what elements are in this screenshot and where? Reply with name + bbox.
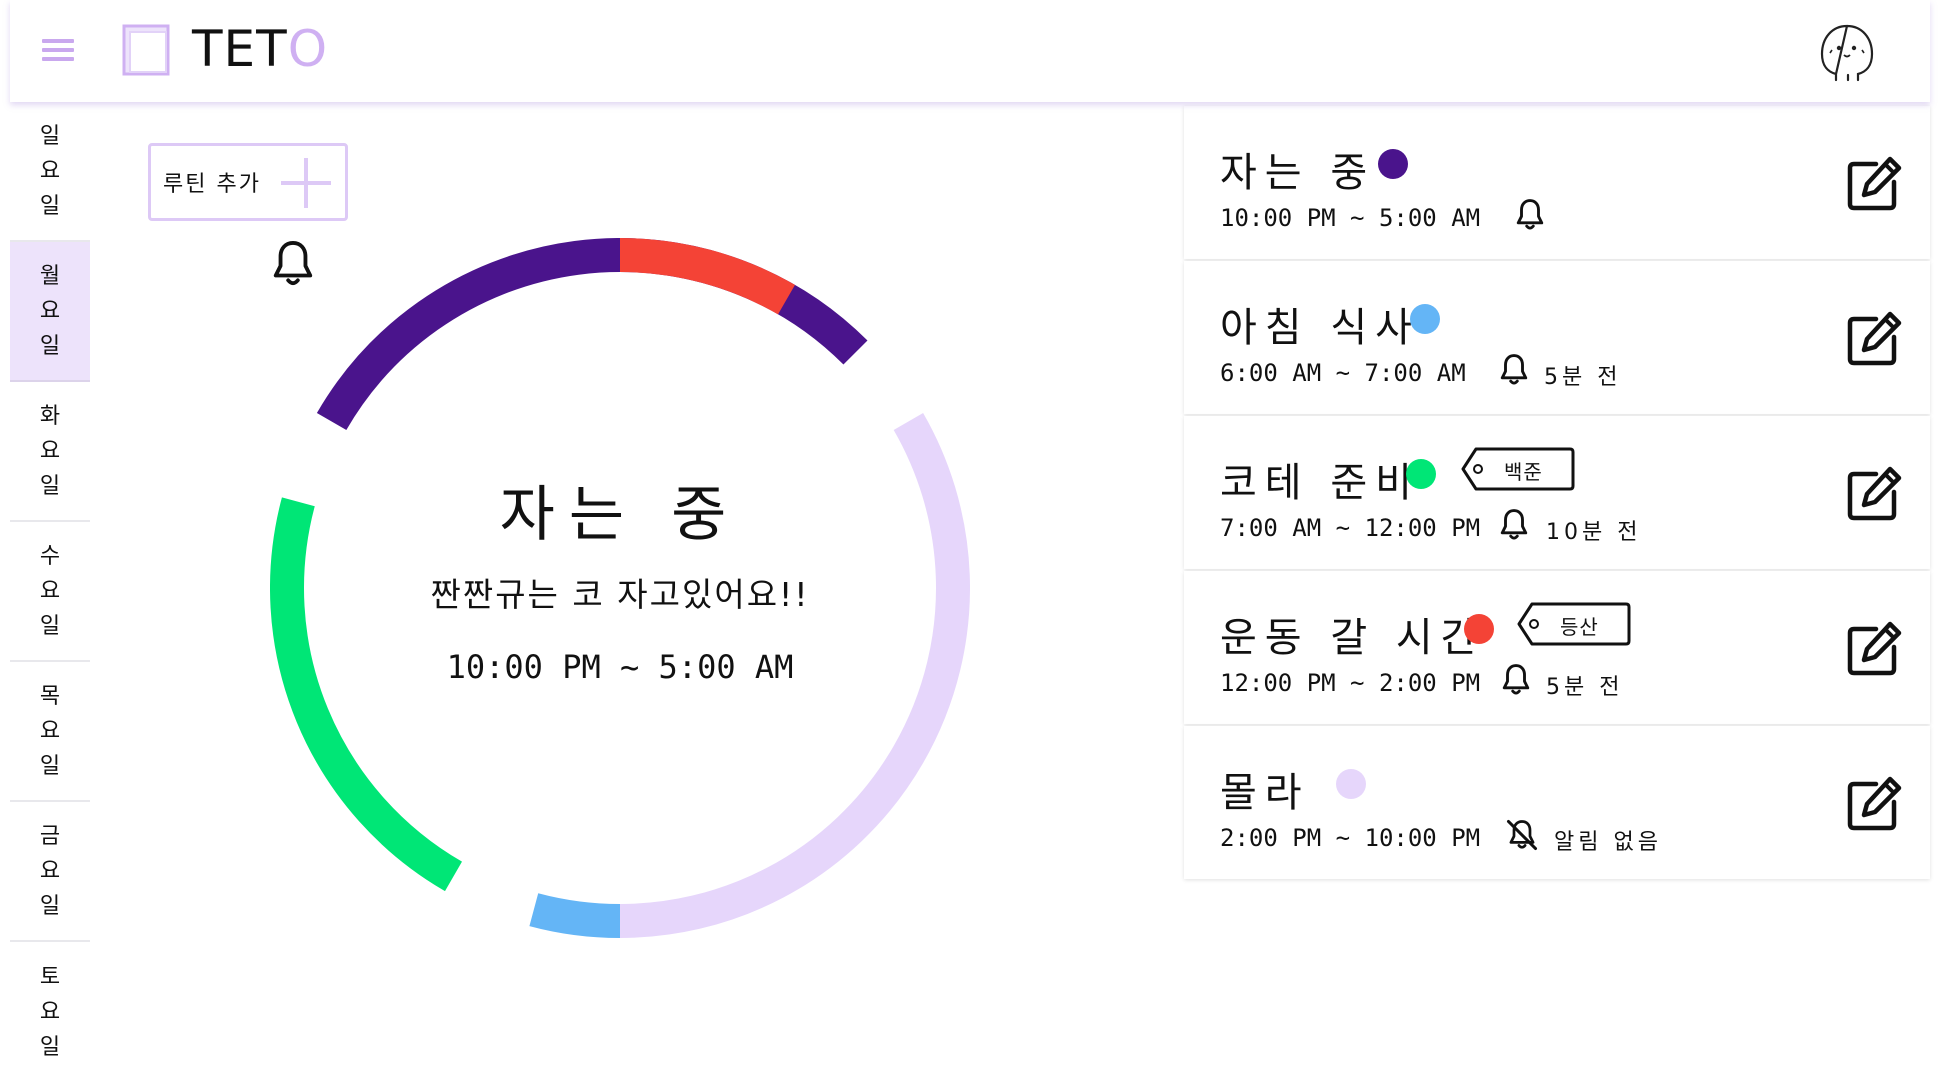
avatar-icon[interactable] [1818, 22, 1876, 84]
routine-title: 자는 중 [1220, 150, 1376, 196]
day-tab-thursday[interactable]: 목 요 일 [10, 662, 90, 802]
routine-color-dot [1464, 614, 1494, 644]
routine-title: 아침 식사 [1220, 305, 1420, 351]
day-char: 요 [39, 298, 61, 324]
edit-icon[interactable] [1846, 619, 1904, 677]
routine-color-dot [1336, 769, 1366, 799]
day-tab-saturday[interactable]: 토 요 일 [10, 942, 90, 1082]
bell-icon [1502, 664, 1530, 695]
routine-color-dot [1378, 149, 1408, 179]
day-tab-friday[interactable]: 금 요 일 [10, 802, 90, 942]
day-char: 일 [39, 893, 61, 919]
tag-label: 백준 [1504, 460, 1543, 484]
day-char: 일 [39, 123, 61, 149]
routine-alarm-text: 5분 전 [1546, 675, 1624, 700]
tag-icon [1461, 447, 1575, 491]
clock-segment-4[interactable] [619, 413, 970, 938]
routine-tag[interactable]: 백준 [1460, 446, 1576, 492]
routine-title: 몰라 [1220, 770, 1310, 816]
tag-icon [1517, 602, 1631, 646]
edit-icon[interactable] [1846, 464, 1904, 522]
routine-time: 2:00 PM ~ 10:00 PM [1220, 824, 1481, 852]
day-char: 일 [39, 613, 61, 639]
clock-segment-2[interactable] [270, 497, 463, 892]
routine-card[interactable]: 자는 중 10:00 PM ~ 5:00 AM [1184, 106, 1930, 259]
routine-title: 운동 갈 시간 [1220, 615, 1486, 661]
app-logo-text[interactable]: TETO [192, 20, 328, 78]
edit-icon[interactable] [1846, 309, 1904, 367]
routine-alarm-text: 알림 없음 [1554, 830, 1662, 855]
clock-segment-3[interactable] [619, 238, 795, 315]
day-char: 일 [39, 473, 61, 499]
day-char: 화 [39, 403, 61, 429]
add-routine-button[interactable]: 루틴 추가 [148, 143, 348, 221]
logo-main: TET [192, 20, 288, 78]
routine-clock: 자는 중 짠짠규는 코 자고있어요!! 10:00 PM ~ 5:00 AM [270, 238, 970, 938]
bell-icon [1516, 199, 1544, 230]
current-routine-message: 짠짠규는 코 자고있어요!! [430, 575, 810, 614]
day-tab-sunday[interactable]: 일 요 일 [10, 102, 90, 242]
day-tab-wednesday[interactable]: 수 요 일 [10, 522, 90, 662]
day-char: 일 [39, 753, 61, 779]
routine-card[interactable]: 몰라 2:00 PM ~ 10:00 PM 알림 없음 [1184, 726, 1930, 879]
current-routine-time: 10:00 PM ~ 5:00 AM [446, 648, 794, 686]
day-char: 요 [39, 718, 61, 744]
bell-off-icon [1506, 819, 1538, 851]
day-char: 요 [39, 858, 61, 884]
day-char: 금 [39, 823, 61, 849]
routine-tag[interactable]: 등산 [1516, 601, 1632, 647]
tag-label: 등산 [1560, 615, 1599, 639]
day-char: 요 [39, 999, 61, 1025]
routine-alarm-text: 10분 전 [1546, 520, 1642, 545]
add-routine-label: 루틴 추가 [163, 172, 261, 197]
app-header: TETO [10, 0, 1930, 102]
day-char: 일 [39, 333, 61, 359]
bell-icon[interactable] [270, 238, 316, 290]
edit-icon[interactable] [1846, 774, 1904, 832]
routine-time: 10:00 PM ~ 5:00 AM [1220, 204, 1481, 232]
routine-list: 자는 중 10:00 PM ~ 5:00 AM 아침 식사 6:00 AM ~ … [1184, 106, 1930, 881]
routine-time: 6:00 AM ~ 7:00 AM [1220, 359, 1466, 387]
routine-color-dot [1410, 304, 1440, 334]
bell-icon [1500, 354, 1528, 385]
day-tab-tuesday[interactable]: 화 요 일 [10, 382, 90, 522]
routine-card[interactable]: 운동 갈 시간 등산 12:00 PM ~ 2:00 PM 5분 전 [1184, 571, 1930, 724]
day-char: 요 [39, 438, 61, 464]
routine-color-dot [1406, 459, 1436, 489]
day-sidebar: 일 요 일 월 요 일 화 요 일 수 요 일 목 요 일 금 요 일 토 요 … [10, 102, 90, 1082]
edit-icon[interactable] [1846, 154, 1904, 212]
plus-icon [281, 158, 331, 208]
routine-time: 12:00 PM ~ 2:00 PM [1220, 669, 1481, 697]
routine-card[interactable]: 아침 식사 6:00 AM ~ 7:00 AM 5분 전 [1184, 261, 1930, 414]
day-char: 목 [39, 683, 61, 709]
routine-time: 7:00 AM ~ 12:00 PM [1220, 514, 1481, 542]
clock-ring [270, 238, 970, 938]
day-char: 요 [39, 158, 61, 184]
logo-accent: O [287, 20, 329, 78]
day-char: 월 [39, 263, 61, 289]
day-char: 토 [39, 964, 61, 990]
bell-icon [1500, 509, 1528, 540]
current-routine-title: 자는 중 [499, 480, 741, 550]
day-char: 일 [39, 1034, 61, 1060]
day-char: 수 [39, 543, 61, 569]
routine-alarm-text: 5분 전 [1544, 365, 1622, 390]
clock-segment-1[interactable] [529, 893, 621, 938]
hamburger-icon[interactable] [42, 35, 78, 67]
routine-card[interactable]: 코테 준비 백준 7:00 AM ~ 12:00 PM 10분 전 [1184, 416, 1930, 569]
logo-icon [122, 24, 170, 76]
day-char: 일 [39, 193, 61, 219]
day-char: 요 [39, 578, 61, 604]
routine-title: 코테 준비 [1220, 460, 1420, 506]
day-tab-monday[interactable]: 월 요 일 [10, 242, 90, 382]
